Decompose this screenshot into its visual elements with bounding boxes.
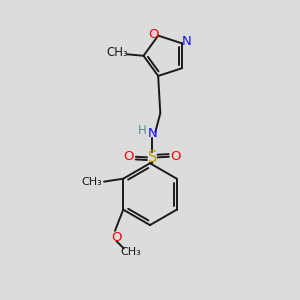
Text: O: O [148, 28, 159, 40]
Text: S: S [148, 150, 157, 165]
Text: N: N [182, 35, 191, 48]
Text: CH₃: CH₃ [106, 46, 128, 59]
Text: N: N [148, 127, 157, 140]
Text: CH₃: CH₃ [121, 247, 142, 257]
Text: CH₃: CH₃ [81, 177, 102, 187]
Text: O: O [111, 231, 122, 244]
Text: H: H [138, 124, 147, 137]
Text: O: O [124, 150, 134, 163]
Text: O: O [171, 150, 181, 163]
